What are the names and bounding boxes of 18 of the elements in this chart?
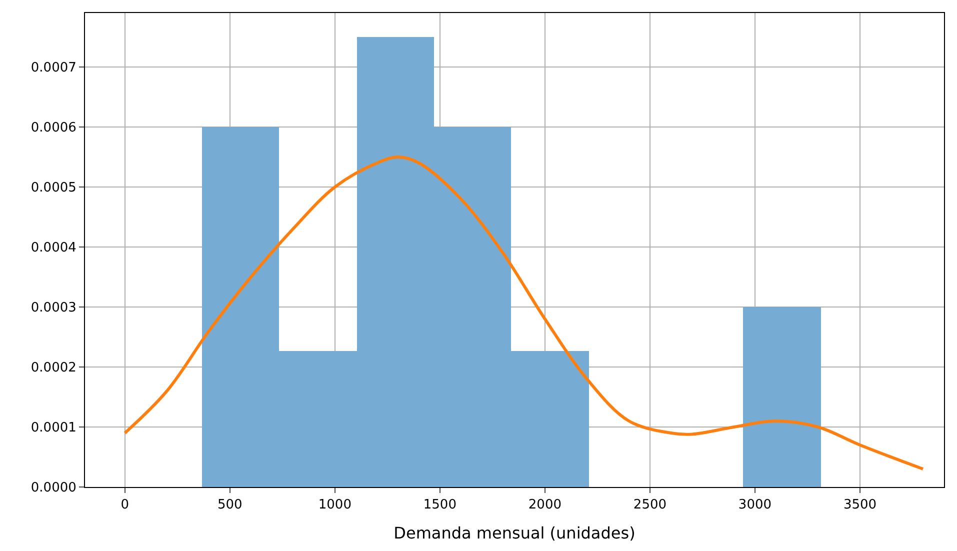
x-tick-label: 1000 — [318, 498, 352, 513]
x-tick-label: 3500 — [843, 498, 877, 513]
y-tick-label: 0.0006 — [30, 120, 76, 136]
line-series — [123, 156, 924, 470]
y-tick-label: 0.0003 — [30, 300, 76, 316]
x-axis-title: Demanda mensual (unidades) — [394, 523, 636, 542]
y-tick-label: 0.0000 — [30, 480, 76, 496]
y-tick-label: 0.0001 — [30, 420, 76, 436]
x-tick-label: 1500 — [423, 498, 456, 513]
x-tick-label: 2000 — [528, 498, 562, 513]
x-tick-label: 0 — [120, 498, 130, 513]
x-tick-label: 2500 — [633, 498, 667, 513]
x-tick-label: 3000 — [738, 498, 772, 513]
x-tick-label: 500 — [218, 498, 242, 513]
y-tick-label: 0.0005 — [30, 180, 76, 196]
y-tick-label: 0.0002 — [30, 360, 76, 376]
y-tick-label: 0.0004 — [30, 240, 76, 256]
y-tick-label: 0.0007 — [30, 60, 76, 76]
